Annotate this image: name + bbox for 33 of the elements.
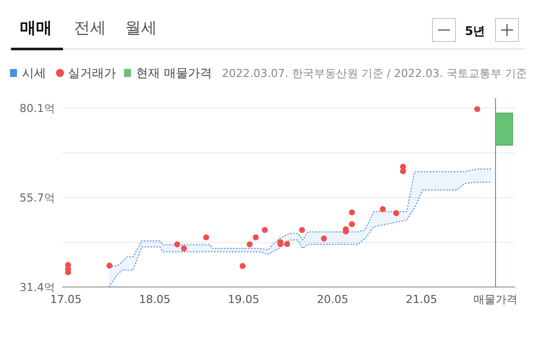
text: 5년 [464,24,486,38]
point [299,227,306,234]
point [262,227,268,234]
point [203,234,210,240]
legend-label: 시세 [22,66,46,80]
point [320,235,327,242]
point [174,241,180,248]
text: 월세 [125,18,157,37]
x-tick-label: 18.05 [138,293,170,306]
point [106,262,112,269]
text: 2022.03.07. 한국부동산원 기준 / 2022.03. 국토교통부 기준 [222,67,527,80]
point [474,106,480,112]
point [180,245,187,252]
y-tick-label: 55.7억 [20,192,55,205]
x-tick-label: 21.05 [406,293,438,306]
point [240,263,246,270]
text: 전세 [74,18,106,37]
x-tick-label: 17.05 [50,293,82,306]
point [348,221,355,228]
point [380,206,386,212]
x-tick-label: 20.05 [316,293,348,306]
y-tick-label: 31.4억 [20,280,55,294]
x-tick-label: 19.05 [228,293,260,306]
text: 매매 [20,18,52,37]
y-tick-label: 80.1억 [20,102,55,115]
point [348,209,355,216]
point [393,210,400,216]
point [284,240,290,247]
x-tick-label: 매물가격 [474,293,518,306]
legend-label: 실거래가 [68,66,116,80]
point [246,241,253,248]
point [252,234,259,240]
legend-label: 현재 매물가격 [136,66,212,80]
